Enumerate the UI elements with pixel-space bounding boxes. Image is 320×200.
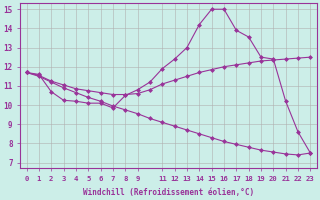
X-axis label: Windchill (Refroidissement éolien,°C): Windchill (Refroidissement éolien,°C) bbox=[83, 188, 254, 197]
